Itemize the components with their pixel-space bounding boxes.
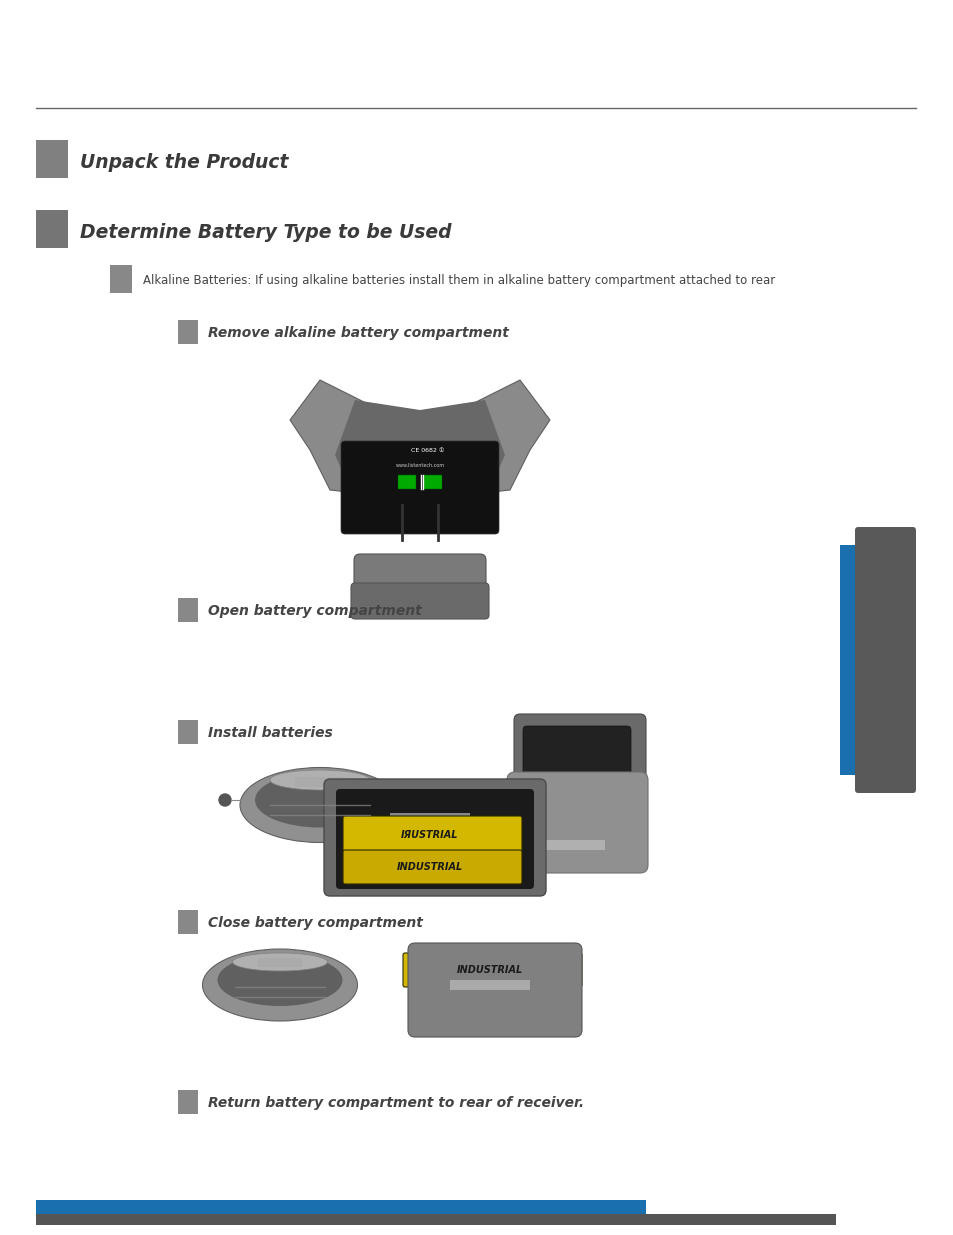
Bar (397, 475, 416, 489)
Bar (390, 813, 470, 825)
Bar (36, 140, 68, 178)
FancyBboxPatch shape (522, 726, 630, 809)
FancyBboxPatch shape (354, 555, 485, 597)
FancyBboxPatch shape (343, 816, 521, 852)
Ellipse shape (270, 769, 370, 790)
FancyBboxPatch shape (351, 583, 489, 619)
Text: IЯUSTRIAL: IЯUSTRIAL (401, 830, 458, 840)
Text: Alkaline Batteries: If using alkaline batteries install them in alkaline battery: Alkaline Batteries: If using alkaline ba… (143, 273, 775, 287)
Ellipse shape (202, 948, 357, 1021)
Bar (178, 720, 198, 743)
Bar (36, 1214, 835, 1225)
Text: CE 0682 ①: CE 0682 ① (411, 447, 444, 452)
Bar (36, 1200, 645, 1214)
Text: Determine Battery Type to be Used: Determine Battery Type to be Used (80, 222, 451, 242)
Bar (423, 475, 441, 489)
Ellipse shape (233, 953, 327, 971)
Text: Remove alkaline battery compartment: Remove alkaline battery compartment (208, 326, 508, 340)
Text: www.listentech.com: www.listentech.com (395, 462, 444, 468)
Ellipse shape (217, 953, 342, 1007)
Circle shape (219, 794, 231, 806)
Bar (110, 266, 132, 293)
Text: INDUSTRIAL: INDUSTRIAL (456, 965, 522, 974)
FancyBboxPatch shape (324, 779, 545, 897)
Text: Unpack the Product: Unpack the Product (80, 152, 288, 172)
FancyBboxPatch shape (402, 953, 581, 987)
Text: Install batteries: Install batteries (208, 726, 333, 740)
Text: Return battery compartment to rear of receiver.: Return battery compartment to rear of re… (208, 1095, 583, 1110)
Text: Close battery compartment: Close battery compartment (208, 916, 422, 930)
FancyBboxPatch shape (506, 772, 647, 873)
Ellipse shape (240, 767, 399, 842)
Bar (257, 958, 302, 967)
FancyBboxPatch shape (343, 850, 521, 884)
FancyBboxPatch shape (514, 714, 645, 816)
Bar (178, 1091, 198, 1114)
Bar (294, 777, 345, 787)
Text: INDUSTRIAL: INDUSTRIAL (396, 862, 462, 872)
FancyBboxPatch shape (408, 944, 581, 1037)
Ellipse shape (254, 773, 385, 827)
Bar (178, 598, 198, 622)
Bar (178, 320, 198, 345)
Polygon shape (290, 380, 550, 500)
Bar (544, 840, 604, 850)
Polygon shape (335, 400, 504, 495)
Bar (840, 545, 857, 776)
FancyBboxPatch shape (854, 527, 915, 793)
FancyBboxPatch shape (340, 441, 498, 534)
FancyBboxPatch shape (335, 789, 534, 889)
Bar (450, 981, 530, 990)
Bar (178, 910, 198, 934)
Text: Open battery compartment: Open battery compartment (208, 604, 421, 618)
Bar (36, 210, 68, 248)
